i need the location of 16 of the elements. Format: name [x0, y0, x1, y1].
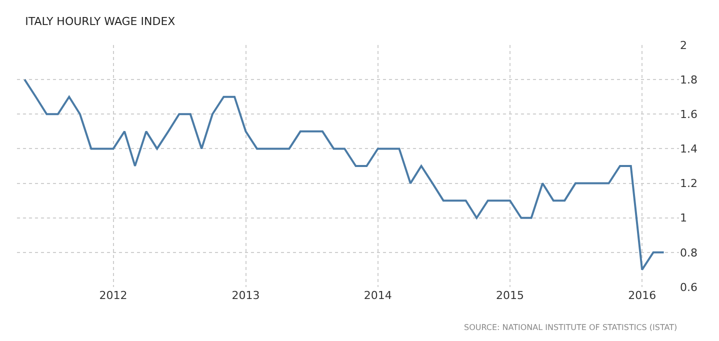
- x-tick-label: 2016: [628, 289, 656, 302]
- line-series: [24, 78, 665, 271]
- x-tick-label: 2013: [232, 289, 260, 302]
- source-note: SOURCE: NATIONAL INSTITUTE OF STATISTICS (ISTAT): [464, 323, 678, 332]
- y-tick-label: 1.4: [680, 142, 698, 156]
- x-tick-label: 2015: [496, 289, 524, 302]
- y-tick-label: 1.6: [680, 108, 698, 121]
- x-tick-label: 2012: [99, 289, 128, 302]
- chart-title: ITALY HOURLY WAGE INDEX: [25, 14, 176, 28]
- y-tick-label: 0.6: [680, 280, 698, 294]
- y-tick-label: 1.8: [680, 73, 698, 86]
- y-tick-label: 2: [680, 38, 687, 52]
- y-tick-label: 1: [680, 212, 687, 225]
- y-tick-label: 1.2: [680, 177, 698, 190]
- x-tick-label: 2014: [364, 289, 392, 302]
- y-tick-label: 0.8: [680, 246, 698, 260]
